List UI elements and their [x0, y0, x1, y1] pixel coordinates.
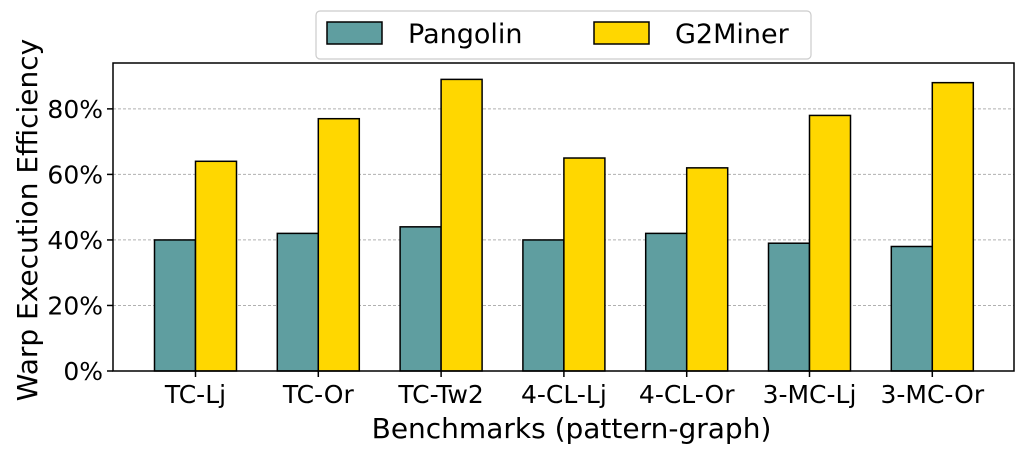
- bars: [153, 78, 975, 372]
- legend-box: [315, 10, 812, 60]
- bar-g2miner-4-cl-lj: [563, 157, 606, 372]
- y-tick-label: 0%: [63, 357, 103, 386]
- bar-pangolin-tc-lj: [153, 239, 197, 372]
- bar-g2miner-3-mc-or: [931, 81, 975, 372]
- bar-g2miner-tc-lj: [194, 160, 238, 372]
- bar-g2miner-3-mc-lj: [808, 114, 852, 372]
- bar-g2miner-tc-tw2: [440, 78, 483, 372]
- bar-g2miner-tc-or: [317, 117, 361, 372]
- x-tick-label: TC-Lj: [164, 380, 226, 409]
- x-tick-label: 4-CL-Or: [639, 380, 735, 409]
- y-tick-label: 20%: [47, 291, 103, 320]
- legend-swatch-g2miner: [593, 21, 650, 45]
- x-tick-label: TC-Or: [282, 380, 355, 409]
- bar-pangolin-3-mc-or: [890, 245, 934, 372]
- legend: Pangolin G2Miner: [315, 10, 812, 60]
- bar-pangolin-4-cl-or: [644, 232, 688, 372]
- y-axis-title: Warp Execution Efficiency: [11, 39, 44, 401]
- bar-pangolin-tc-tw2: [399, 226, 442, 372]
- legend-swatch-pangolin: [326, 21, 383, 45]
- x-axis-title: Benchmarks (pattern-graph): [372, 412, 772, 445]
- x-tick-label: 4-CL-Lj: [521, 380, 607, 409]
- bar-pangolin-4-cl-lj: [522, 239, 565, 372]
- y-tick-label: 60%: [47, 160, 103, 189]
- x-tick-label: 3-MC-Lj: [763, 380, 857, 409]
- x-tick-label: 3-MC-Or: [880, 380, 984, 409]
- y-axis-ticks: 0% 20% 40% 60% 80%: [47, 95, 113, 386]
- bar-pangolin-tc-or: [276, 232, 320, 372]
- y-tick-label: 80%: [47, 95, 103, 124]
- bar-pangolin-3-mc-lj: [767, 242, 811, 372]
- y-tick-label: 40%: [47, 226, 103, 255]
- x-tick-label: TC-Tw2: [397, 380, 483, 409]
- bar-g2miner-4-cl-or: [685, 167, 729, 372]
- legend-label-g2miner: G2Miner: [675, 19, 790, 50]
- legend-label-pangolin: Pangolin: [408, 19, 523, 50]
- x-axis-ticks: TC-Lj TC-Or TC-Tw2 4-CL-Lj 4-CL-Or 3-MC-Lj 3-M…: [164, 371, 985, 409]
